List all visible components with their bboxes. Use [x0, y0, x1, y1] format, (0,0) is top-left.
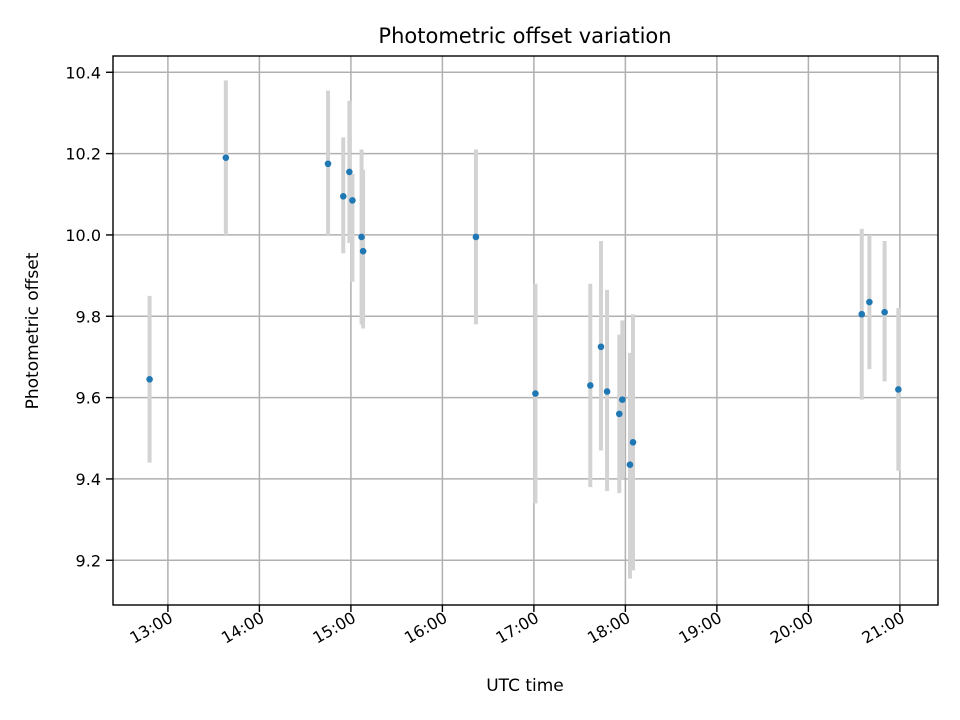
data-point	[629, 439, 637, 446]
data-point	[358, 233, 365, 241]
data-point	[858, 310, 866, 318]
y-axis-ticks: 9.2 9.4 9.6 9.8 10.0 10.2 10.4	[65, 63, 113, 570]
data-point	[881, 308, 888, 316]
data-point	[324, 160, 332, 168]
data-point	[597, 343, 605, 351]
data-point	[349, 197, 356, 204]
data-point	[895, 386, 902, 393]
x-tick-label: 19:00	[675, 608, 724, 648]
data-point	[339, 193, 347, 200]
plot-frame	[112, 55, 939, 606]
data-point	[619, 396, 626, 403]
y-axis-label: Photometric offset	[23, 252, 43, 409]
data-point	[222, 154, 230, 161]
data-points	[146, 154, 902, 469]
data-point	[626, 461, 634, 469]
y-tick-label: 10.4	[65, 63, 101, 82]
data-point	[359, 247, 367, 255]
x-tick-label: 13:00	[126, 608, 175, 648]
data-point	[532, 390, 539, 397]
data-point	[472, 233, 480, 241]
error-bars	[147, 80, 901, 579]
x-tick-label: 18:00	[584, 608, 633, 648]
x-tick-label: 21:00	[858, 608, 907, 648]
data-point	[346, 168, 353, 176]
data-point	[587, 382, 594, 389]
x-tick-label: 20:00	[767, 608, 816, 648]
y-tick-label: 10.2	[65, 145, 101, 164]
y-tick-label: 9.2	[76, 551, 101, 570]
x-tick-label: 17:00	[492, 608, 541, 648]
grid	[113, 56, 938, 605]
y-tick-label: 9.8	[76, 307, 101, 326]
data-point	[615, 410, 623, 418]
y-tick-label: 9.6	[76, 389, 101, 408]
data-point	[146, 376, 153, 383]
data-point	[866, 298, 873, 306]
x-tick-label: 16:00	[401, 608, 450, 648]
data-point	[603, 388, 611, 395]
x-axis-label: UTC time	[486, 676, 564, 696]
x-axis-ticks: 13:00 14:00 15:00 16:00 17:00 18:00 19:00 20:00…	[126, 605, 908, 648]
x-tick-label: 14:00	[218, 608, 267, 648]
y-tick-label: 10.0	[65, 226, 101, 245]
y-tick-label: 9.4	[76, 470, 101, 489]
x-tick-label: 15:00	[309, 608, 358, 648]
chart-title: Photometric offset variation	[378, 24, 671, 48]
